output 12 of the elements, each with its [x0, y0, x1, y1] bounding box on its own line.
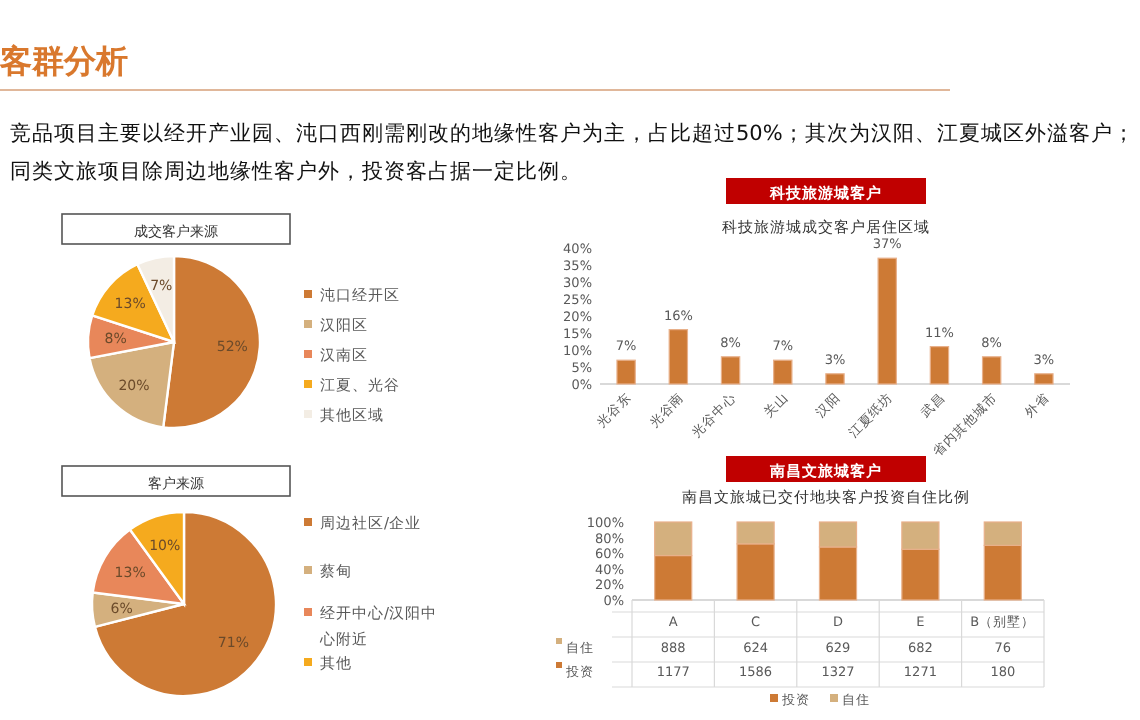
bar — [668, 329, 689, 385]
bar — [981, 356, 1002, 385]
bar — [1034, 373, 1054, 385]
bar — [616, 359, 636, 385]
bar — [773, 359, 793, 385]
text: 竞品项目主要以经开产业园、沌口西刚需刚改的地缘性客户为主，占比超过50%；其次为汉阳、江夏城区外溢客户；同类文旅项目除周边地缘性客户外，投资客占据一定比例。 — [10, 120, 1135, 184]
bar — [825, 373, 845, 385]
bar — [929, 346, 950, 385]
text: 客群分析 — [0, 42, 128, 80]
pie-slice — [93, 510, 278, 698]
bar — [720, 356, 741, 385]
bar — [877, 257, 897, 385]
